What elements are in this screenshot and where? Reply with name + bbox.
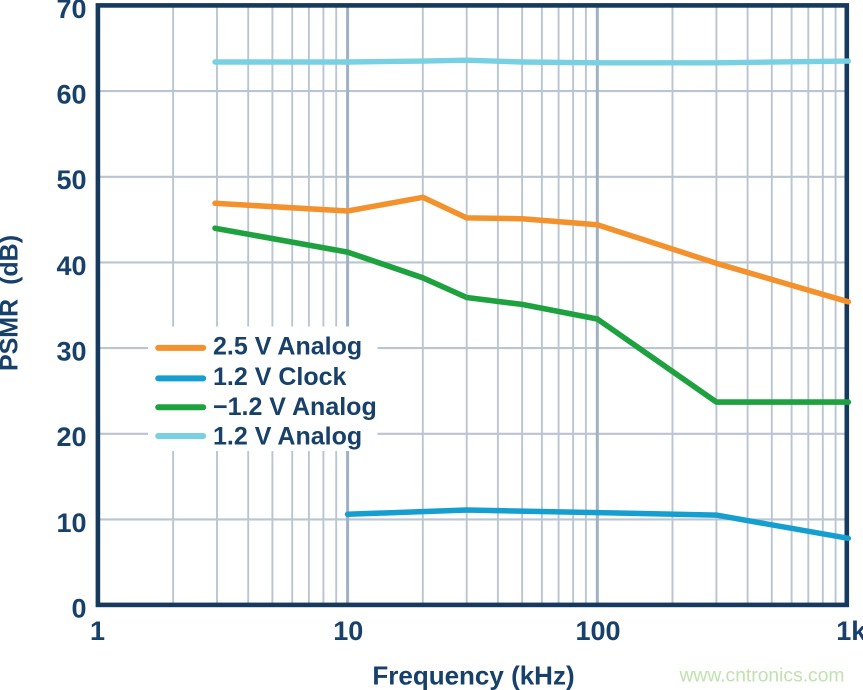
svg-text:1.2 V Clock: 1.2 V Clock — [213, 363, 346, 391]
svg-text:50: 50 — [56, 165, 86, 195]
svg-text:20: 20 — [56, 422, 86, 452]
svg-text:0: 0 — [71, 594, 86, 624]
svg-text:−1.2 V Analog: −1.2 V Analog — [213, 393, 377, 421]
svg-text:30: 30 — [56, 337, 86, 367]
svg-text:100: 100 — [575, 616, 620, 646]
svg-text:PSMR (dB): PSMR (dB) — [0, 235, 24, 371]
svg-text:40: 40 — [56, 251, 86, 281]
svg-text:10: 10 — [56, 508, 86, 538]
svg-text:1: 1 — [90, 616, 105, 646]
svg-text:10: 10 — [333, 616, 363, 646]
svg-text:1.2 V Analog: 1.2 V Analog — [213, 422, 362, 450]
svg-text:1k: 1k — [836, 616, 863, 646]
svg-text:60: 60 — [56, 80, 86, 110]
svg-text:2.5 V Analog: 2.5 V Analog — [213, 333, 362, 361]
svg-text:Frequency (kHz): Frequency (kHz) — [372, 661, 574, 690]
svg-text:70: 70 — [56, 0, 86, 24]
svg-text:www.cntronics.com: www.cntronics.com — [678, 666, 844, 687]
